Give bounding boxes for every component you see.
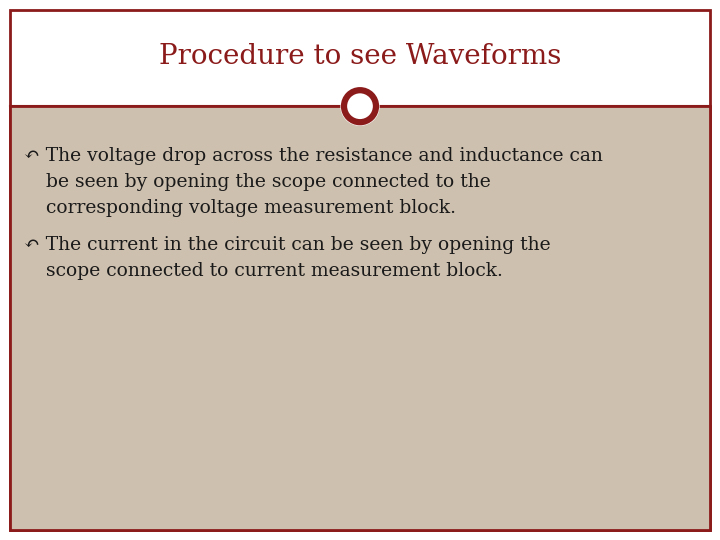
Text: ↶ The voltage drop across the resistance and inductance can: ↶ The voltage drop across the resistance…	[24, 147, 603, 165]
Text: Procedure to see Waveforms: Procedure to see Waveforms	[159, 43, 561, 70]
Text: ↶ The current in the circuit can be seen by opening the: ↶ The current in the circuit can be seen…	[24, 235, 551, 254]
Circle shape	[341, 87, 379, 125]
Text: scope connected to current measurement block.: scope connected to current measurement b…	[46, 261, 503, 280]
FancyBboxPatch shape	[10, 10, 710, 530]
Text: be seen by opening the scope connected to the: be seen by opening the scope connected t…	[46, 173, 491, 191]
Text: corresponding voltage measurement block.: corresponding voltage measurement block.	[46, 199, 456, 217]
FancyBboxPatch shape	[10, 106, 710, 530]
